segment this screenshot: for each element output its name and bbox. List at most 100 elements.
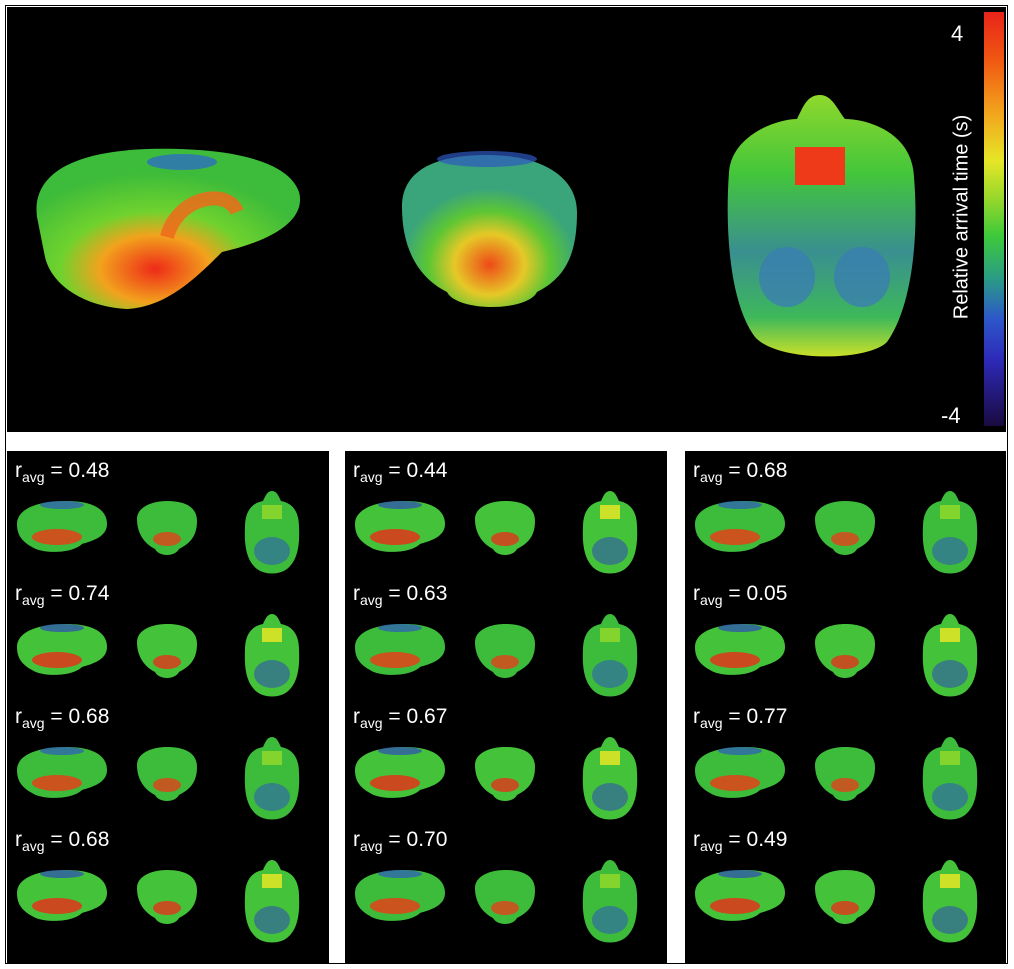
r-avg-label: ravg = 0.70 xyxy=(353,828,447,854)
subject-axial-cool xyxy=(254,660,290,688)
subject-sagittal-hotspot xyxy=(32,529,82,545)
r-value: = 0.68 xyxy=(50,705,110,728)
subject-coronal-slice xyxy=(475,624,535,678)
sagittal-red-arc xyxy=(160,191,244,240)
subject-sagittal-hotspot xyxy=(370,898,420,914)
subject-coronal-hotspot xyxy=(153,778,181,792)
colorbar-title: Relative arrival time (s) xyxy=(950,114,973,320)
subject-coronal-slice xyxy=(137,501,197,555)
r-symbol: r xyxy=(693,705,700,728)
subject-coronal-hotspot xyxy=(491,901,519,915)
r-value: = 0.05 xyxy=(728,582,788,605)
r-value: = 0.48 xyxy=(50,459,110,482)
r-avg-label: ravg = 0.68 xyxy=(693,459,787,485)
subject-sagittal-cool xyxy=(718,501,762,509)
subject-axial-cool xyxy=(592,660,628,688)
subject-coronal-hotspot xyxy=(831,532,859,546)
subject-sagittal-cool xyxy=(718,747,762,755)
subject-axial-cool xyxy=(254,537,290,565)
subject-coronal-hotspot xyxy=(491,778,519,792)
subject-axial-frontal xyxy=(600,505,620,519)
group-average-brains xyxy=(36,95,916,357)
subject-sagittal-cool xyxy=(378,501,422,509)
subject-sagittal-hotspot xyxy=(710,775,760,791)
r-subscript: avg xyxy=(22,715,45,731)
subject-axial-frontal xyxy=(262,874,282,888)
coronal-blue-region xyxy=(437,151,537,167)
r-avg-label: ravg = 0.48 xyxy=(15,459,109,485)
r-subscript: avg xyxy=(700,838,723,854)
coronal-slice-image xyxy=(402,155,577,307)
subject-axial-frontal xyxy=(262,751,282,765)
subject-axial-frontal xyxy=(940,505,960,519)
subject-axial-frontal xyxy=(600,628,620,642)
r-avg-label: ravg = 0.05 xyxy=(693,582,787,608)
r-value: = 0.44 xyxy=(388,459,448,482)
r-value: = 0.74 xyxy=(50,582,110,605)
subject-coronal-hotspot xyxy=(491,655,519,669)
r-value: = 0.68 xyxy=(50,828,110,851)
subject-slices xyxy=(17,491,300,574)
r-value: = 0.68 xyxy=(728,459,788,482)
subject-sagittal-cool xyxy=(40,624,84,632)
subject-coronal-hotspot xyxy=(831,655,859,669)
subject-sagittal-hotspot xyxy=(370,652,420,668)
r-avg-label: ravg = 0.74 xyxy=(15,582,109,608)
subject-sagittal-cool xyxy=(718,624,762,632)
subject-sagittal-cool xyxy=(378,624,422,632)
r-symbol: r xyxy=(15,705,22,728)
subject-coronal-slice xyxy=(137,870,197,924)
r-symbol: r xyxy=(693,582,700,605)
subject-axial-cool xyxy=(932,906,968,934)
subject-sagittal-cool xyxy=(40,870,84,878)
colorbar-max-label: 4 xyxy=(951,21,964,46)
subject-coronal-hotspot xyxy=(831,778,859,792)
subject-sagittal-cool xyxy=(378,870,422,878)
axial-blue-left xyxy=(759,247,815,307)
subject-axial-cool xyxy=(254,783,290,811)
subject-coronal-slice xyxy=(815,624,875,678)
subject-axial-cool xyxy=(592,906,628,934)
subject-sagittal-hotspot xyxy=(32,898,82,914)
r-avg-label: ravg = 0.68 xyxy=(15,705,109,731)
subject-slices xyxy=(695,737,978,820)
r-symbol: r xyxy=(15,582,22,605)
subject-slices xyxy=(17,614,300,697)
subject-axial-frontal xyxy=(262,628,282,642)
subject-axial-frontal xyxy=(600,874,620,888)
r-subscript: avg xyxy=(700,469,723,485)
r-value: = 0.49 xyxy=(728,828,788,851)
subject-axial-cool xyxy=(592,783,628,811)
subject-coronal-slice xyxy=(137,624,197,678)
r-subscript: avg xyxy=(22,592,45,608)
subject-sagittal-hotspot xyxy=(32,775,82,791)
subject-coronal-hotspot xyxy=(491,532,519,546)
r-subscript: avg xyxy=(360,469,383,485)
subject-axial-frontal xyxy=(940,628,960,642)
colorbar xyxy=(984,12,1004,426)
subject-slices xyxy=(355,737,638,820)
r-subscript: avg xyxy=(22,469,45,485)
axial-red-region xyxy=(795,147,845,185)
subject-sagittal-hotspot xyxy=(710,898,760,914)
subject-axial-cool xyxy=(254,906,290,934)
subject-axial-cool xyxy=(932,660,968,688)
subject-slices xyxy=(355,491,638,574)
subject-slices xyxy=(17,737,300,820)
subject-sagittal-cool xyxy=(40,747,84,755)
subject-slices xyxy=(17,860,300,943)
subject-sagittal-cool xyxy=(40,501,84,509)
r-avg-label: ravg = 0.77 xyxy=(693,705,787,731)
r-subscript: avg xyxy=(360,592,383,608)
subject-sagittal-hotspot xyxy=(370,775,420,791)
subject-coronal-hotspot xyxy=(831,901,859,915)
subject-axial-frontal xyxy=(940,751,960,765)
subject-axial-frontal xyxy=(262,505,282,519)
subject-axial-cool xyxy=(932,783,968,811)
colorbar-min-label: -4 xyxy=(941,403,961,428)
subject-coronal-slice xyxy=(475,747,535,801)
r-subscript: avg xyxy=(22,838,45,854)
r-avg-label: ravg = 0.63 xyxy=(353,582,447,608)
subject-slices xyxy=(355,860,638,943)
subject-slices xyxy=(695,491,978,574)
